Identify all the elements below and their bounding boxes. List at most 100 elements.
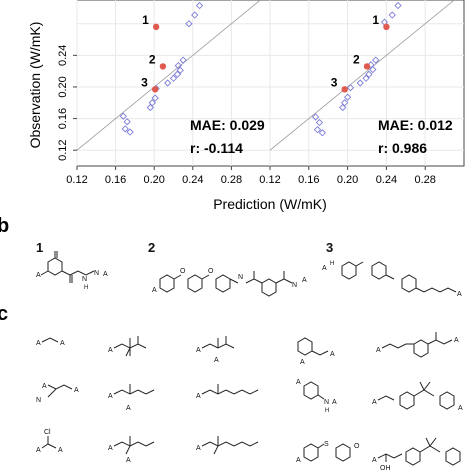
atom-label: A xyxy=(454,337,459,344)
data-point xyxy=(126,128,134,136)
atom-label: A xyxy=(300,359,305,366)
atom-label: A xyxy=(108,393,113,400)
atom-label: A xyxy=(196,393,201,400)
data-point xyxy=(151,94,159,102)
y-ticks-left: 0.12 0.16 0.20 0.24 xyxy=(57,45,77,161)
monomer-sulfone: A S O xyxy=(296,441,360,464)
y-axis-label: Observation (W/mK) xyxy=(27,22,43,149)
scatter-panel-right: 1 2 3 0.12 0.16 0.20 0.24 0.28 MAE: 0.012 r: 0… xyxy=(259,0,465,186)
atom-label: A xyxy=(296,457,301,464)
x-ticks-left: 0.12 0.16 0.20 0.24 0.28 xyxy=(66,166,242,186)
mae-label-right: MAE: 0.012 xyxy=(378,117,453,133)
y-tick-label: 0.12 xyxy=(57,139,69,160)
atom-label: A xyxy=(58,447,63,454)
molecule-1: 1 A N H N A xyxy=(36,240,108,291)
r-label-left: r: -0.114 xyxy=(190,140,243,156)
x-tick-label: 0.24 xyxy=(182,174,203,186)
monomer-ethyl: A A xyxy=(36,337,65,347)
molecule-3: 3 A H A xyxy=(322,240,462,298)
atom-label: H xyxy=(325,408,329,414)
data-point xyxy=(176,66,184,74)
monomer-ethyl-acrylate: A A xyxy=(108,384,155,412)
atom-label: A xyxy=(60,340,65,347)
x-tick-label: 0.12 xyxy=(66,174,87,186)
atom-label: N xyxy=(324,399,329,406)
atom-label: A xyxy=(36,340,41,347)
data-point xyxy=(311,113,320,121)
atom-label: A xyxy=(372,457,377,464)
molecule-1-label: 1 xyxy=(36,240,43,255)
atom-label: A xyxy=(108,445,113,452)
monomer-acrylonitrile: A N A xyxy=(36,383,79,404)
highlight-point-1 xyxy=(383,23,390,31)
molecule-1-atom-h: H xyxy=(84,285,88,291)
data-point xyxy=(315,118,324,127)
y-tick-label: 0.24 xyxy=(57,45,69,66)
panel-b-letter: b xyxy=(0,215,9,237)
monomer-ethyl-methacrylate: A A xyxy=(108,436,155,464)
x-tick-label: 0.28 xyxy=(414,174,435,186)
monomer-styrene: A A xyxy=(297,337,335,366)
molecule-3-label: 3 xyxy=(326,240,333,255)
data-point xyxy=(362,74,370,82)
data-point xyxy=(195,1,204,10)
highlight-point-3 xyxy=(341,86,348,93)
monomer-butyl-acrylate: A xyxy=(196,384,259,400)
x-tick-label: 0.16 xyxy=(298,174,319,186)
mae-label-left: MAE: 0.029 xyxy=(190,117,265,133)
x-tick-label: 0.28 xyxy=(221,174,242,186)
data-point xyxy=(173,70,181,78)
monomer-bisphenol-carbonate: A A xyxy=(372,381,463,412)
data-point xyxy=(169,74,178,82)
x-tick-label: 0.20 xyxy=(143,174,164,186)
monomer-aniline: A N H A xyxy=(296,379,337,414)
monomer-epoxy-bisphenol: A OH xyxy=(372,437,461,472)
data-point xyxy=(123,118,131,126)
data-point xyxy=(121,125,129,133)
highlight-label-2: 2 xyxy=(353,52,360,66)
atom-label: A xyxy=(126,405,131,412)
data-point xyxy=(341,99,349,107)
highlight-point-2 xyxy=(363,63,371,70)
identity-line-left xyxy=(76,0,261,151)
identity-line-right xyxy=(269,0,455,151)
highlight-point-3 xyxy=(151,86,159,93)
highlight-label-2: 2 xyxy=(149,52,156,66)
monomer-grid: A A A A A A A A xyxy=(36,332,463,472)
molecule-2-label: 2 xyxy=(148,240,155,255)
highlight-label-3: 3 xyxy=(141,75,148,89)
data-point xyxy=(394,1,402,10)
atom-label: O xyxy=(354,443,360,450)
y-tick-label: 0.20 xyxy=(57,76,69,97)
data-point xyxy=(365,70,373,78)
atom-label: A xyxy=(42,383,47,390)
molecule-3-atom-a2: A xyxy=(457,291,462,298)
atom-label: OH xyxy=(380,465,391,472)
monomer-terephthalate: A A xyxy=(376,332,459,358)
molecule-2-atom-o1: O xyxy=(180,268,186,275)
highlight-point-1 xyxy=(152,23,160,31)
highlight-label-3: 3 xyxy=(331,75,338,89)
molecule-1-atom-n2: N xyxy=(94,270,99,277)
x-tick-label: 0.20 xyxy=(337,174,358,186)
y-tick-label: 0.16 xyxy=(57,108,69,129)
data-point xyxy=(369,65,377,74)
molecule-2-atom-a2: A xyxy=(302,277,307,284)
monomer-methacrylate: A xyxy=(108,336,147,357)
data-point xyxy=(164,79,172,87)
data-point xyxy=(179,56,187,64)
atom-label: A xyxy=(376,347,381,354)
x-tick-label: 0.16 xyxy=(105,174,126,186)
atom-label: A xyxy=(296,379,301,386)
data-point xyxy=(318,129,327,137)
data-point xyxy=(185,20,193,28)
marks-right: 1 2 3 xyxy=(311,1,402,137)
molecule-2-atom-a1: A xyxy=(152,287,157,294)
atom-label: A xyxy=(196,347,201,354)
atom-label: A xyxy=(196,445,201,452)
highlight-point-2 xyxy=(159,63,167,70)
data-point xyxy=(339,103,347,112)
plot-frame-right xyxy=(269,0,465,167)
atom-label: S xyxy=(324,441,329,448)
